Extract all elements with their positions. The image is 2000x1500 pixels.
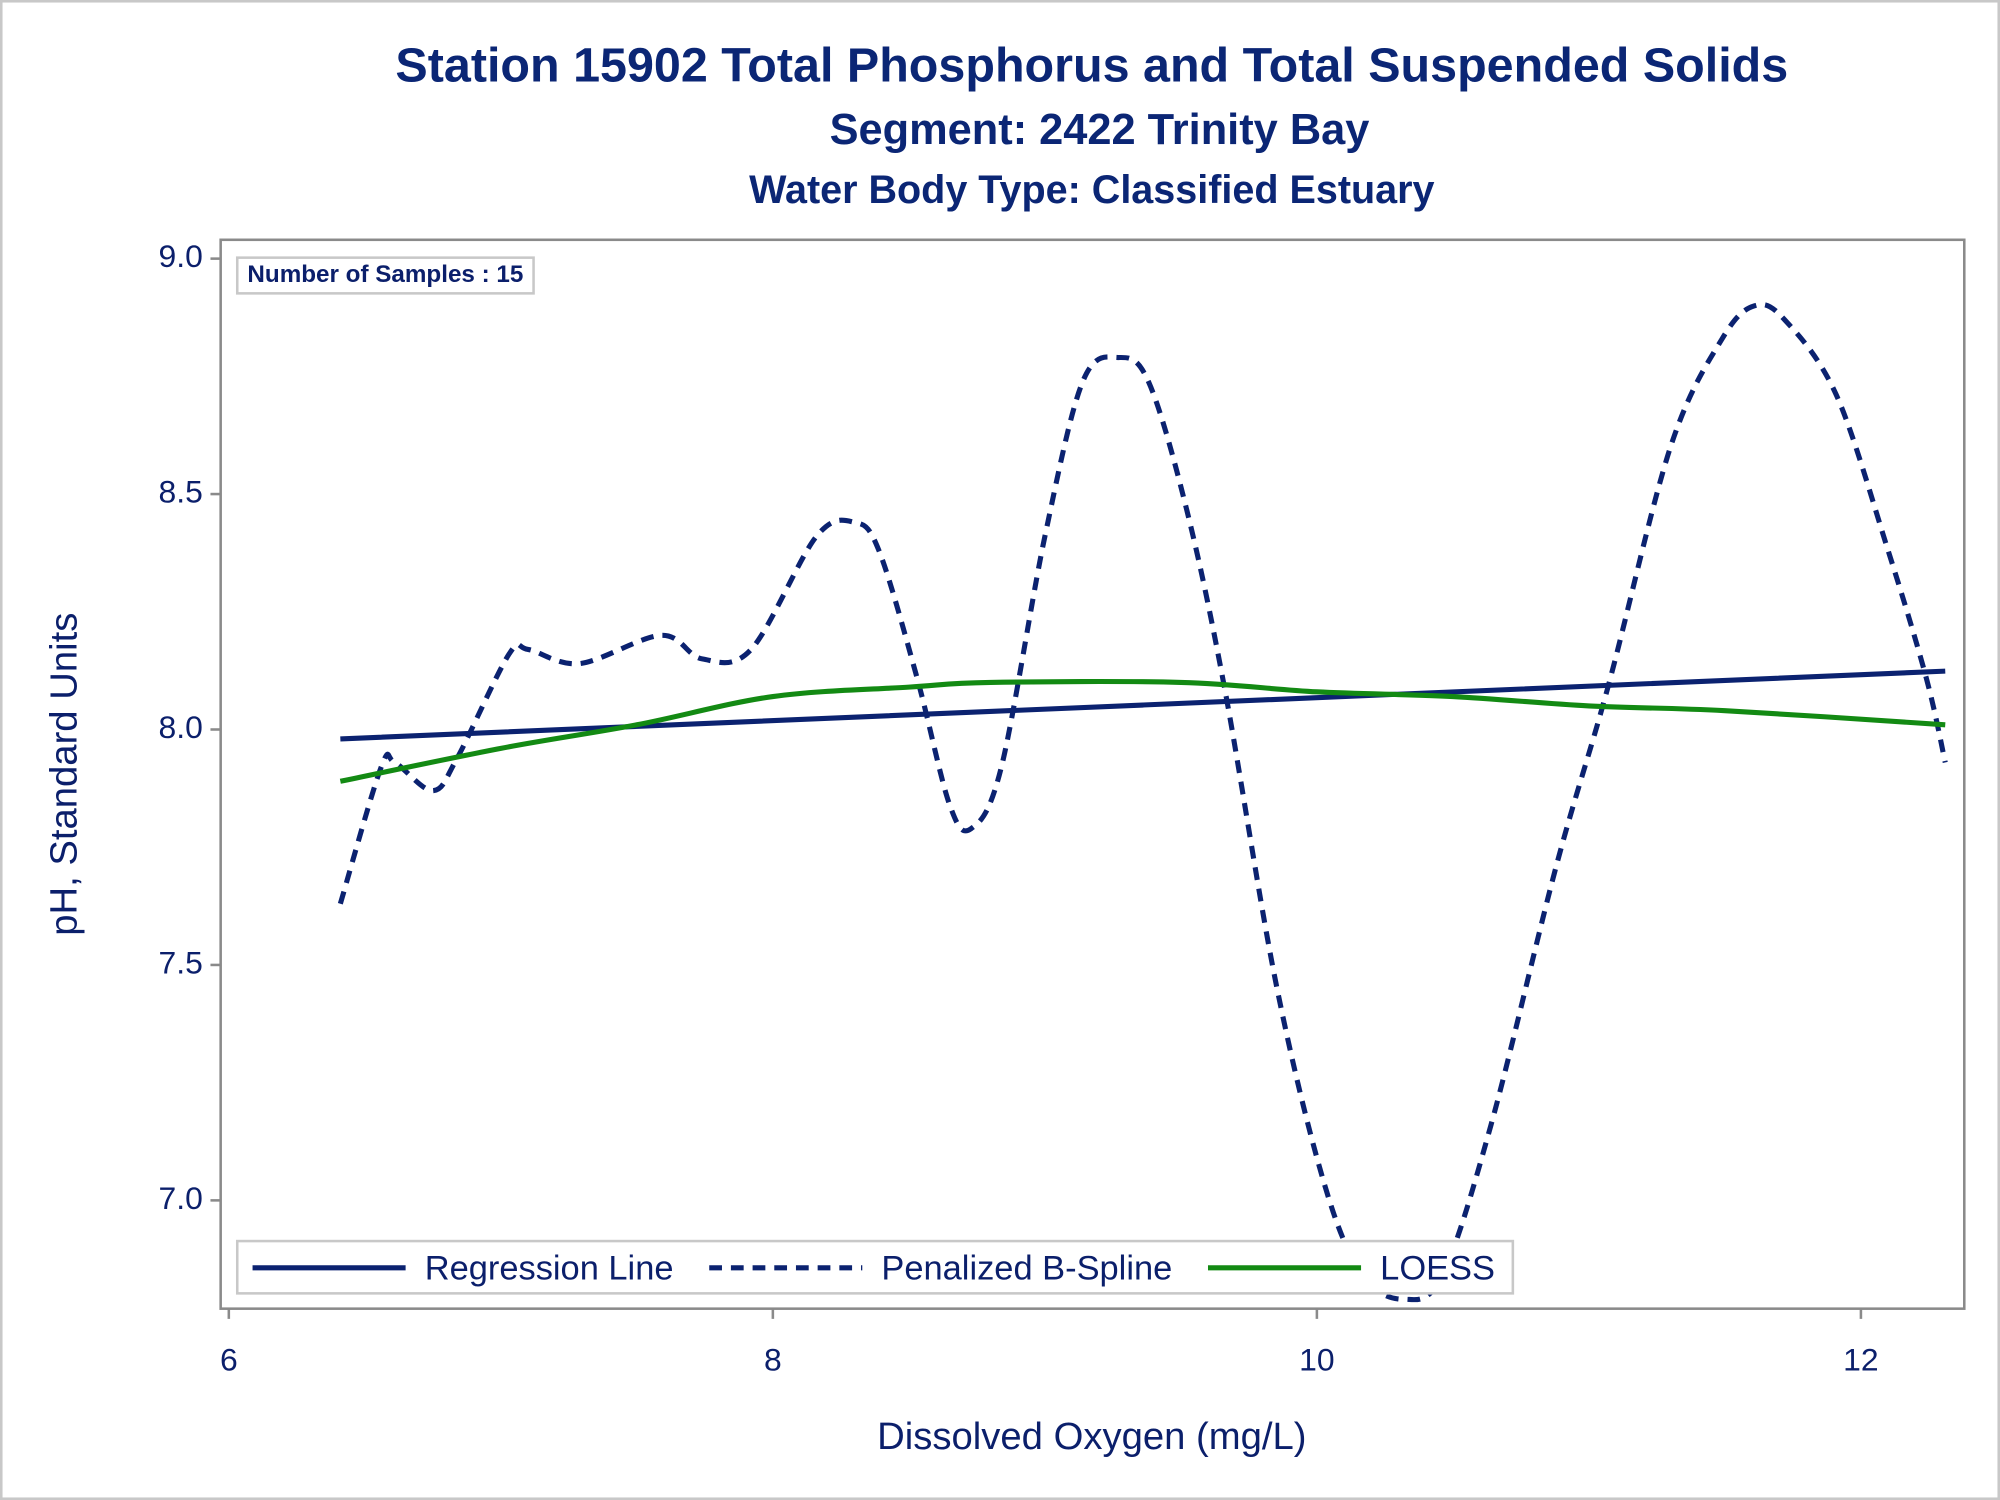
y-tick-label: 7.0 [158, 1180, 202, 1216]
y-tick-label: 7.5 [158, 944, 202, 980]
y-tick-label: 8.5 [158, 473, 202, 509]
legend-label: Penalized B-Spline [881, 1250, 1172, 1288]
x-tick-label: 12 [1843, 1342, 1878, 1378]
chart-subtitle: Water Body Type: Classified Estuary [749, 168, 1434, 212]
plot-area [219, 238, 1966, 1310]
x-tick-label: 8 [764, 1342, 782, 1378]
chart-title: Station 15902 Total Phosphorus and Total… [395, 39, 1788, 93]
y-tick-label: 8.0 [158, 709, 202, 745]
series-line [340, 668, 1946, 742]
y-axis-label: pH, Standard Units [42, 613, 85, 936]
x-axis-label: Dissolved Oxygen (mg/L) [877, 1415, 1306, 1458]
series-line [339, 678, 1946, 784]
x-tick-label: 10 [1299, 1342, 1334, 1378]
annotation-box [235, 256, 535, 295]
annotation: Number of Samples : 15 [247, 261, 523, 288]
series-line [337, 301, 1948, 1303]
legend-label: LOESS [1380, 1250, 1495, 1288]
legend-label: Regression Line [425, 1250, 674, 1288]
x-tick-label: 6 [220, 1342, 238, 1378]
y-tick-label: 9.0 [158, 238, 202, 274]
chart-subtitle: Segment: 2422 Trinity Bay [830, 106, 1370, 154]
